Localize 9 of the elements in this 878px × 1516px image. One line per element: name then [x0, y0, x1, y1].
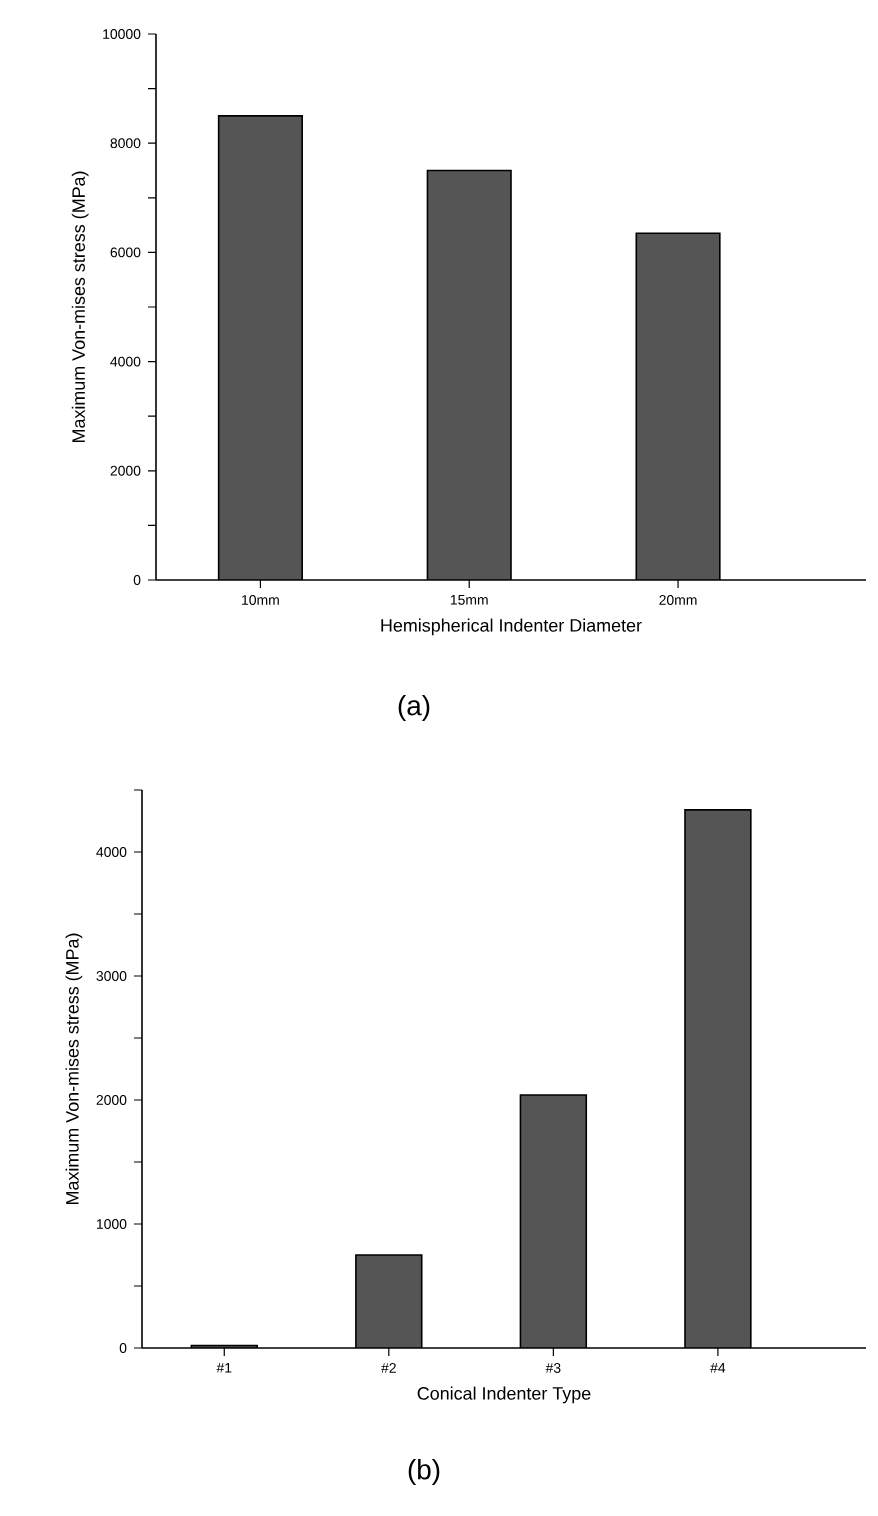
- bar: [635, 232, 721, 580]
- bar: [427, 170, 511, 580]
- bar: [218, 115, 303, 580]
- x-axis-title: Conical Indenter Type: [417, 1386, 591, 1404]
- text: (b): [408, 1458, 440, 1485]
- y-axis-title: Maximum Von-mises stress (MPa): [71, 171, 89, 443]
- text: (a): [398, 694, 430, 721]
- y-axis-title: Maximum Von-mises stress (MPa): [65, 933, 83, 1205]
- x-axis-title: Hemispherical Indenter Diameter: [381, 618, 642, 636]
